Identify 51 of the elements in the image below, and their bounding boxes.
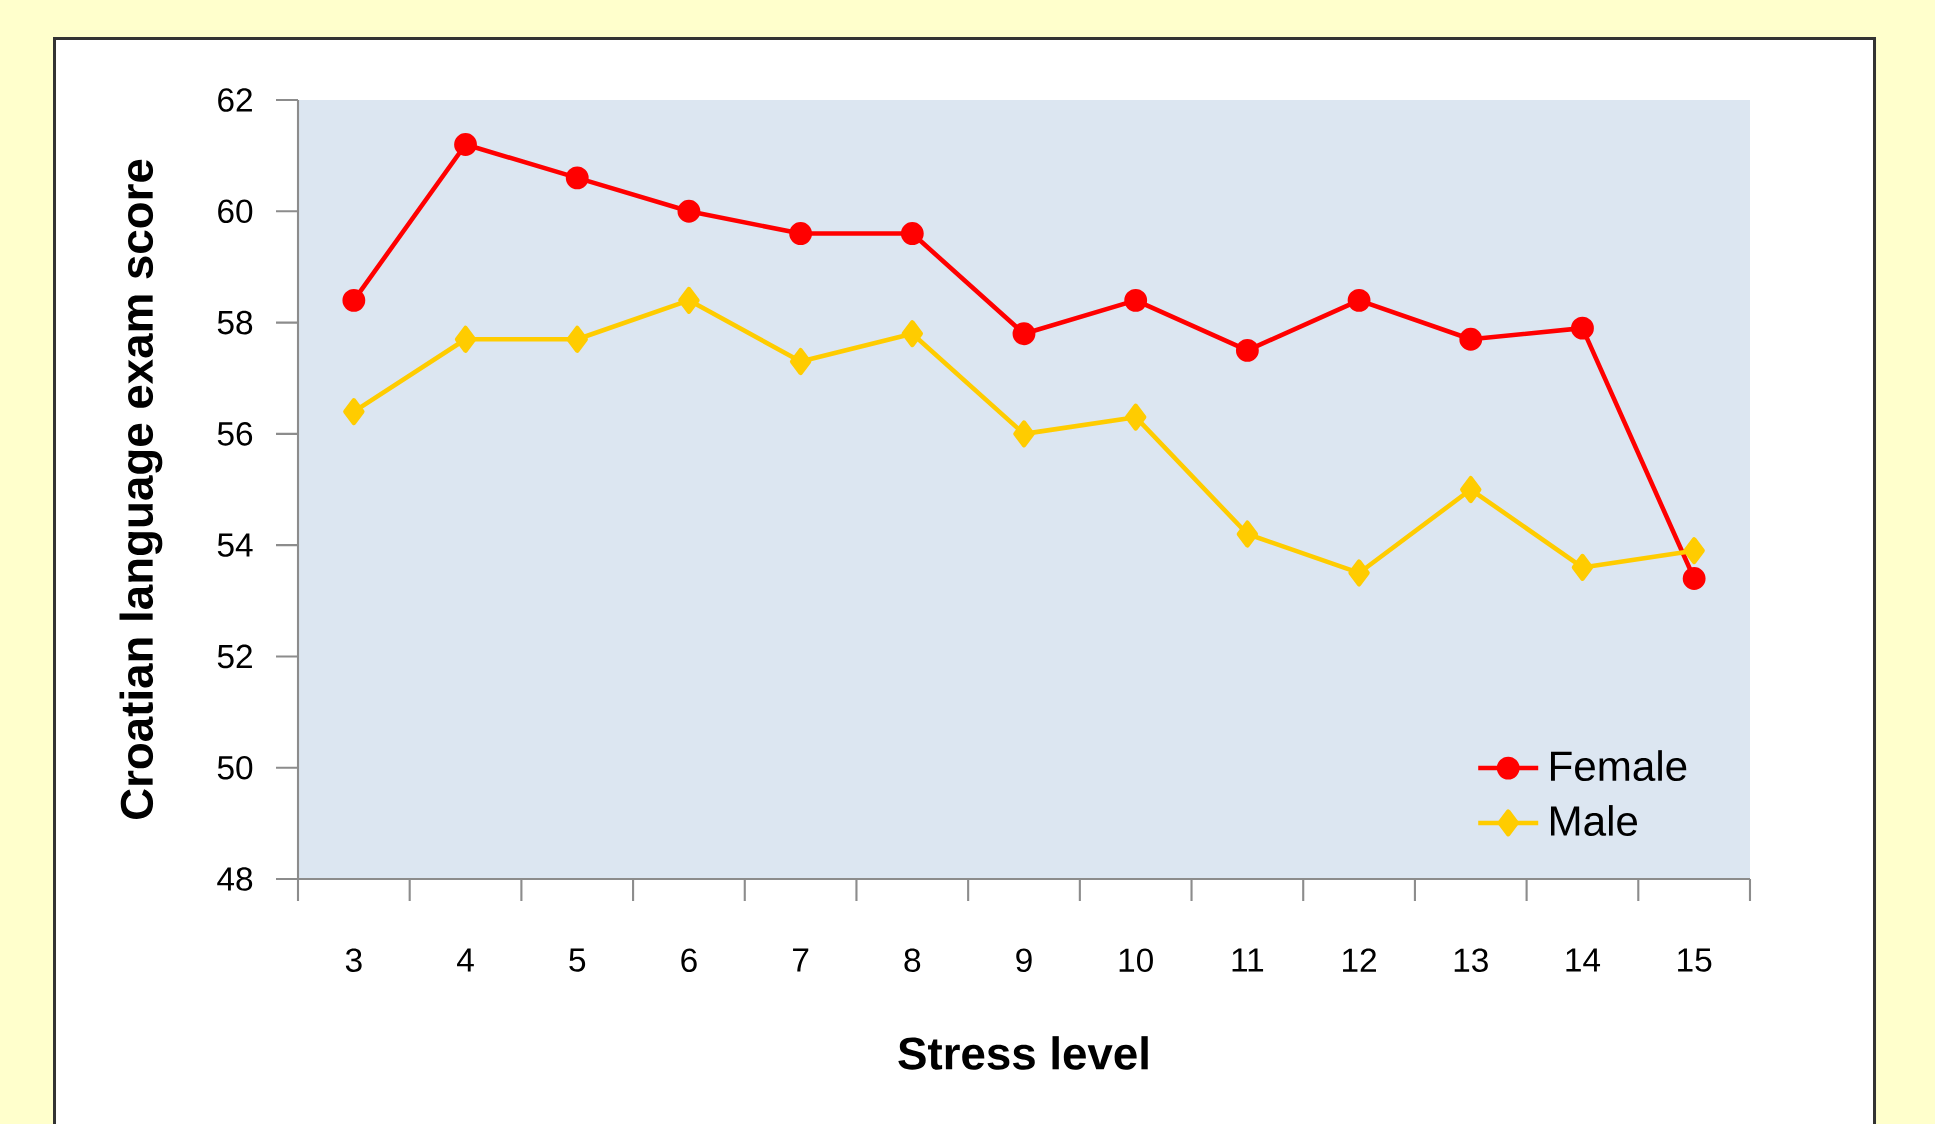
y-tick-label: 54: [217, 533, 253, 557]
x-tick-label: 5: [569, 948, 586, 972]
y-tick-label: 52: [217, 644, 252, 669]
y-tick-label: 62: [218, 88, 252, 112]
point: [1571, 316, 1594, 340]
y-tick-label: 50: [217, 755, 253, 780]
x-tick-label: 10: [1119, 948, 1153, 973]
point: [1236, 520, 1259, 548]
x-tick-label: 15: [1678, 948, 1712, 972]
point: [789, 347, 812, 376]
point: [343, 398, 365, 426]
y-tick-label: 56: [217, 422, 253, 446]
point: [454, 133, 477, 156]
point: [1124, 288, 1148, 312]
legend-label: Female: [1551, 750, 1687, 782]
point: [565, 166, 589, 190]
x-tick-label: 6: [681, 948, 697, 973]
point: [1459, 327, 1483, 351]
point: [789, 222, 813, 245]
point: [1012, 322, 1036, 346]
x-tick-label: 3: [345, 948, 362, 973]
y-tick-label: 48: [217, 867, 253, 891]
x-tick-label: 4: [457, 948, 474, 972]
x-tick-label: 9: [1016, 948, 1032, 973]
point: [566, 325, 588, 353]
point: [1571, 553, 1594, 581]
point: [1235, 338, 1259, 362]
x-tick-label: 11: [1232, 948, 1264, 972]
x-tick-label: 12: [1343, 948, 1376, 972]
point: [1460, 475, 1482, 504]
point: [901, 320, 924, 348]
x-tick-label: 8: [904, 948, 921, 973]
x-tick-label: 13: [1454, 948, 1488, 973]
point: [454, 325, 477, 353]
point: [678, 286, 700, 314]
y-tick-label: 58: [217, 310, 253, 335]
point: [1348, 559, 1370, 587]
point: [1683, 537, 1705, 565]
point: [677, 199, 701, 223]
y-axis-title: Croatian language exam score: [119, 159, 163, 819]
x-tick-label: 7: [793, 948, 809, 972]
x-tick-label: 14: [1566, 948, 1601, 972]
point: [342, 288, 366, 312]
point: [1347, 288, 1371, 312]
point: [1124, 403, 1147, 431]
point: [900, 222, 924, 245]
x-axis-title: Stress level: [898, 1036, 1148, 1070]
legend-label: Male: [1551, 805, 1638, 836]
y-tick-label: 60: [218, 199, 253, 224]
point: [1682, 567, 1706, 590]
point: [1013, 420, 1035, 448]
